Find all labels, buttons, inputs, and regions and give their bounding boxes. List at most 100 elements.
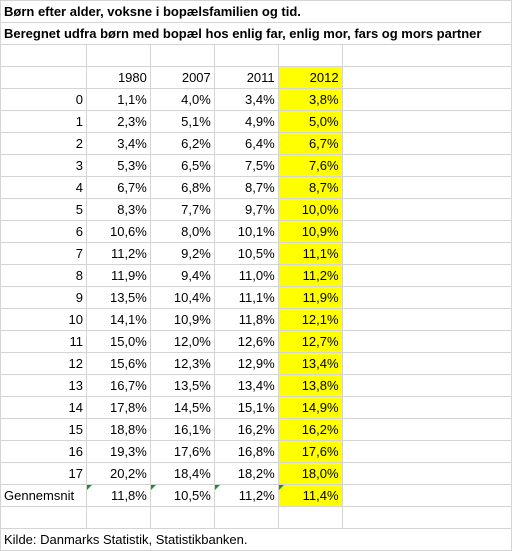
value-2011[interactable]: 16,8% [213, 440, 279, 463]
value-2012[interactable]: 8,7% [277, 176, 343, 199]
cell[interactable] [341, 110, 512, 133]
cell[interactable] [213, 506, 279, 529]
value-1980[interactable]: 16,7% [85, 374, 151, 397]
value-2012[interactable]: 7,6% [277, 154, 343, 177]
age-label[interactable]: 8 [0, 264, 87, 287]
cell[interactable] [341, 308, 512, 331]
cell[interactable] [341, 440, 512, 463]
value-1980[interactable]: 11,2% [85, 242, 151, 265]
value-2011[interactable]: 12,9% [213, 352, 279, 375]
cell[interactable] [341, 220, 512, 243]
value-1980[interactable]: 20,2% [85, 462, 151, 485]
age-label[interactable]: 14 [0, 396, 87, 419]
value-2007[interactable]: 6,8% [149, 176, 215, 199]
value-2011[interactable]: 16,2% [213, 418, 279, 441]
cell[interactable] [341, 242, 512, 265]
value-2012[interactable]: 17,6% [277, 440, 343, 463]
cell[interactable] [341, 154, 512, 177]
value-2011[interactable]: 7,5% [213, 154, 279, 177]
cell[interactable] [213, 44, 279, 67]
average-2011[interactable]: 11,2% [213, 484, 279, 507]
value-2011[interactable]: 10,1% [213, 220, 279, 243]
value-2007[interactable]: 14,5% [149, 396, 215, 419]
value-2007[interactable]: 12,3% [149, 352, 215, 375]
age-label[interactable]: 2 [0, 132, 87, 155]
value-2012[interactable]: 12,1% [277, 308, 343, 331]
age-label[interactable]: 10 [0, 308, 87, 331]
value-2012[interactable]: 10,0% [277, 198, 343, 221]
cell[interactable] [0, 44, 87, 67]
value-2007[interactable]: 10,9% [149, 308, 215, 331]
value-1980[interactable]: 6,7% [85, 176, 151, 199]
value-2011[interactable]: 4,9% [213, 110, 279, 133]
value-1980[interactable]: 5,3% [85, 154, 151, 177]
value-2007[interactable]: 13,5% [149, 374, 215, 397]
value-2007[interactable]: 5,1% [149, 110, 215, 133]
value-2007[interactable]: 18,4% [149, 462, 215, 485]
source-note[interactable]: Kilde: Danmarks Statistik, Statistikbank… [0, 528, 512, 551]
cell[interactable] [341, 396, 512, 419]
year-header-1980[interactable]: 1980 [85, 66, 151, 89]
value-1980[interactable]: 17,8% [85, 396, 151, 419]
age-label[interactable]: 7 [0, 242, 87, 265]
age-label[interactable]: 1 [0, 110, 87, 133]
year-header-2011[interactable]: 2011 [213, 66, 279, 89]
value-2011[interactable]: 13,4% [213, 374, 279, 397]
average-2012[interactable]: 11,4% [277, 484, 343, 507]
age-label[interactable]: 15 [0, 418, 87, 441]
cell[interactable] [341, 506, 512, 529]
cell[interactable] [149, 506, 215, 529]
age-label[interactable]: 12 [0, 352, 87, 375]
cell[interactable] [341, 44, 512, 67]
cell[interactable] [341, 418, 512, 441]
value-2007[interactable]: 9,2% [149, 242, 215, 265]
cell[interactable] [341, 462, 512, 485]
cell[interactable] [341, 286, 512, 309]
value-2011[interactable]: 8,7% [213, 176, 279, 199]
cell[interactable] [341, 88, 512, 111]
value-1980[interactable]: 14,1% [85, 308, 151, 331]
value-2007[interactable]: 10,4% [149, 286, 215, 309]
cell[interactable] [85, 44, 151, 67]
value-2007[interactable]: 6,5% [149, 154, 215, 177]
cell[interactable] [341, 176, 512, 199]
value-2011[interactable]: 11,8% [213, 308, 279, 331]
value-2007[interactable]: 6,2% [149, 132, 215, 155]
value-2012[interactable]: 18,0% [277, 462, 343, 485]
cell[interactable] [341, 484, 512, 507]
cell[interactable] [149, 44, 215, 67]
age-label[interactable]: 13 [0, 374, 87, 397]
value-2011[interactable]: 10,5% [213, 242, 279, 265]
cell[interactable] [277, 44, 343, 67]
value-1980[interactable]: 13,5% [85, 286, 151, 309]
cell[interactable] [85, 506, 151, 529]
value-2012[interactable]: 10,9% [277, 220, 343, 243]
cell[interactable] [277, 506, 343, 529]
age-label[interactable]: 6 [0, 220, 87, 243]
year-header-2007[interactable]: 2007 [149, 66, 215, 89]
average-2007[interactable]: 10,5% [149, 484, 215, 507]
value-1980[interactable]: 18,8% [85, 418, 151, 441]
average-label[interactable]: Gennemsnit [0, 484, 87, 507]
value-2011[interactable]: 9,7% [213, 198, 279, 221]
cell[interactable] [341, 374, 512, 397]
value-1980[interactable]: 3,4% [85, 132, 151, 155]
value-1980[interactable]: 8,3% [85, 198, 151, 221]
value-2012[interactable]: 11,2% [277, 264, 343, 287]
value-2011[interactable]: 3,4% [213, 88, 279, 111]
age-label[interactable]: 11 [0, 330, 87, 353]
value-2012[interactable]: 3,8% [277, 88, 343, 111]
value-2011[interactable]: 11,0% [213, 264, 279, 287]
value-2012[interactable]: 13,4% [277, 352, 343, 375]
value-2011[interactable]: 12,6% [213, 330, 279, 353]
age-label[interactable]: 16 [0, 440, 87, 463]
cell[interactable] [341, 264, 512, 287]
value-2007[interactable]: 7,7% [149, 198, 215, 221]
value-2012[interactable]: 5,0% [277, 110, 343, 133]
average-1980[interactable]: 11,8% [85, 484, 151, 507]
sheet-title[interactable]: Børn efter alder, voksne i bopælsfamilie… [0, 0, 512, 23]
age-label[interactable]: 0 [0, 88, 87, 111]
age-label[interactable]: 9 [0, 286, 87, 309]
value-1980[interactable]: 19,3% [85, 440, 151, 463]
value-2012[interactable]: 13,8% [277, 374, 343, 397]
